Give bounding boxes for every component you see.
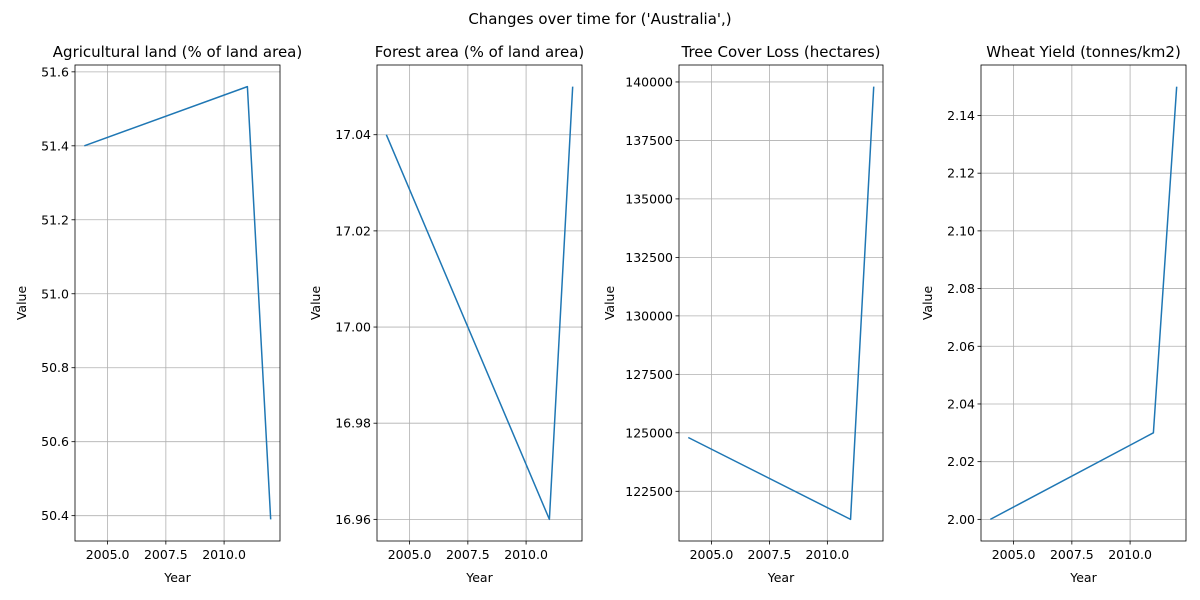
- subplot-1: 2005.0 2007.5 2010.0 50.4 50.6 50.8 51.0 51.2 51…: [14, 43, 302, 585]
- plot-frame: [74, 64, 281, 542]
- y-axis-label: Value: [602, 286, 617, 321]
- y-tick-label: 125000: [625, 425, 673, 440]
- x-axis-label: Year: [163, 570, 191, 585]
- x-tick-label: 2010.0: [202, 547, 246, 562]
- y-tick-label: 16.96: [335, 512, 371, 527]
- x-tick-label: 2010.0: [504, 547, 548, 562]
- x-tick-label: 2005.0: [388, 547, 432, 562]
- y-tick-label: 2.04: [947, 396, 975, 411]
- series-line: [989, 86, 1178, 521]
- y-tick-label: 135000: [625, 191, 673, 206]
- subplot-2: 2005.0 2007.5 2010.0 16.96 16.98 17.00 17.02 17…: [308, 43, 584, 585]
- y-tick-label: 2.02: [947, 454, 975, 469]
- y-tick-label: 51.4: [41, 138, 69, 153]
- x-tick-label: 2005.0: [86, 547, 130, 562]
- subplot-4: 2005.0 2007.5 2010.0 2.00 2.02 2.04 2.06 2.08 2.…: [920, 43, 1187, 585]
- y-tick-label: 51.2: [41, 212, 69, 227]
- y-tick-label: 2.08: [947, 281, 975, 296]
- y-tick-label: 122500: [625, 484, 673, 499]
- y-tick-label: 2.00: [947, 512, 975, 527]
- y-tick-label: 51.0: [41, 286, 69, 301]
- plot-frame: [678, 64, 884, 542]
- y-tick-label: 50.4: [41, 508, 69, 523]
- y-tick-label: 17.00: [335, 320, 371, 335]
- y-tick-label: 2.06: [947, 339, 975, 354]
- subplot-title: Forest area (% of land area): [375, 43, 585, 61]
- y-tick-label: 2.12: [947, 166, 975, 181]
- x-axis-label: Year: [1069, 570, 1097, 585]
- subplot-3: 2005.0 2007.5 2010.0 122500 125000 127500 1300…: [602, 43, 884, 585]
- x-axis-label: Year: [767, 570, 795, 585]
- y-tick-label: 2.10: [947, 223, 975, 238]
- x-tick-label: 2010.0: [1108, 547, 1152, 562]
- subplot-title: Agricultural land (% of land area): [53, 43, 302, 61]
- x-tick-label: 2010.0: [805, 547, 849, 562]
- y-tick-label: 127500: [625, 367, 673, 382]
- series-line: [84, 85, 272, 520]
- y-tick-label: 51.6: [41, 64, 69, 79]
- plot-frame: [980, 64, 1187, 542]
- y-axis-label: Value: [308, 286, 323, 321]
- x-tick-label: 2007.5: [1050, 547, 1094, 562]
- x-tick-label: 2007.5: [748, 547, 792, 562]
- x-tick-label: 2007.5: [446, 547, 490, 562]
- y-tick-label: 130000: [625, 308, 673, 323]
- y-tick-label: 137500: [625, 133, 673, 148]
- y-tick-label: 2.14: [947, 108, 975, 123]
- x-tick-label: 2007.5: [144, 547, 188, 562]
- y-tick-label: 16.98: [335, 416, 371, 431]
- y-tick-label: 17.04: [335, 127, 371, 142]
- y-tick-label: 132500: [625, 250, 673, 265]
- x-tick-label: 2005.0: [992, 547, 1036, 562]
- y-tick-label: 50.8: [41, 360, 69, 375]
- plot-frame: [376, 64, 583, 542]
- x-tick-label: 2005.0: [690, 547, 734, 562]
- y-tick-label: 140000: [625, 74, 673, 89]
- series-line: [687, 86, 875, 521]
- x-axis-label: Year: [465, 570, 493, 585]
- y-tick-label: 50.6: [41, 434, 69, 449]
- y-tick-label: 17.02: [335, 223, 371, 238]
- figure-suptitle: Changes over time for ('Australia',): [468, 10, 732, 28]
- y-axis-label: Value: [14, 286, 29, 321]
- subplot-title: Wheat Yield (tonnes/km2): [986, 43, 1181, 61]
- y-axis-label: Value: [920, 286, 935, 321]
- subplot-title: Tree Cover Loss (hectares): [680, 43, 880, 61]
- series-line: [385, 86, 574, 521]
